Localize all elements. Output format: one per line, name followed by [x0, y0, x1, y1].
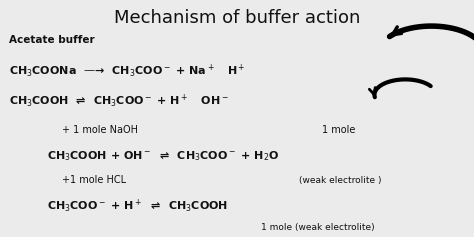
Text: 1 mole (weak electrolite): 1 mole (weak electrolite) [261, 223, 374, 232]
Text: CH$_3$COOH  ⇌  CH$_3$COO$^-$ + H$^+$   OH$^-$: CH$_3$COOH ⇌ CH$_3$COO$^-$ + H$^+$ OH$^-… [9, 93, 229, 110]
Text: 1 mole: 1 mole [322, 125, 356, 135]
Text: CH$_3$COO$^-$ + H$^+$  ⇌  CH$_3$COOH: CH$_3$COO$^-$ + H$^+$ ⇌ CH$_3$COOH [47, 198, 228, 215]
Text: +1 mole HCL: +1 mole HCL [62, 175, 126, 185]
Text: CH$_3$COONa  —→  CH$_3$COO$^-$ + Na$^+$   H$^+$: CH$_3$COONa —→ CH$_3$COO$^-$ + Na$^+$ H$… [9, 63, 246, 80]
Text: + 1 mole NaOH: + 1 mole NaOH [62, 125, 137, 135]
Text: Acetate buffer: Acetate buffer [9, 35, 95, 45]
Text: (weak electrolite ): (weak electrolite ) [299, 176, 381, 185]
Text: CH$_3$COOH + OH$^-$  ⇌  CH$_3$COO$^-$ + H$_2$O: CH$_3$COOH + OH$^-$ ⇌ CH$_3$COO$^-$ + H$… [47, 150, 280, 163]
Text: Mechanism of buffer action: Mechanism of buffer action [114, 9, 360, 27]
